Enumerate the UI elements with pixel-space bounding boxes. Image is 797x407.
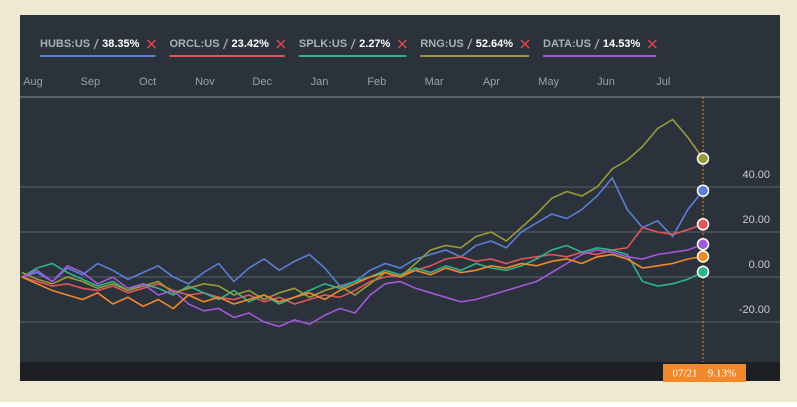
legend-value: 2.27% — [359, 38, 390, 50]
y-tick-label: -20.00 — [739, 304, 770, 316]
x-tick-label: Mar — [425, 76, 444, 88]
x-tick-label: Nov — [195, 76, 215, 88]
series-line — [21, 223, 704, 305]
legend-remove[interactable] — [276, 39, 286, 49]
series-line — [21, 253, 704, 310]
end-point — [696, 218, 710, 231]
legend-separator — [350, 38, 356, 50]
end-point — [696, 238, 710, 251]
legend-name[interactable]: RNG:US — [420, 38, 463, 50]
x-tick-label: May — [538, 76, 559, 88]
legend-remove[interactable] — [520, 39, 530, 49]
series-line — [21, 176, 704, 287]
x-tick-label: Jan — [311, 76, 329, 88]
x-tick-label: Dec — [252, 76, 272, 88]
end-date: 07/21 — [672, 368, 697, 380]
legend-separator — [93, 38, 99, 50]
legend-name[interactable]: SPLK:US — [299, 38, 347, 50]
end-point — [696, 184, 710, 197]
end-point — [696, 250, 710, 263]
x-tick-label: Sep — [81, 76, 101, 88]
y-tick-label: 0.00 — [749, 259, 770, 271]
date-badge — [663, 364, 746, 382]
legend-name[interactable]: ORCL:US — [169, 38, 219, 50]
legend-value: 38.35% — [102, 38, 140, 50]
legend-value: 23.42% — [232, 38, 270, 50]
series-line — [21, 118, 704, 301]
series-line — [21, 243, 704, 328]
legend-separator — [467, 38, 473, 50]
x-tick-label: Oct — [139, 76, 156, 88]
legend-separator — [222, 38, 229, 50]
legend-separator — [594, 38, 600, 50]
legend-remove[interactable] — [397, 39, 407, 49]
legend-name[interactable]: DATA:US — [543, 38, 591, 50]
series-line — [21, 244, 704, 305]
legend-remove[interactable] — [647, 39, 657, 49]
x-tick-label: Apr — [483, 76, 500, 88]
x-tick-label: Feb — [367, 76, 386, 88]
legend-remove[interactable] — [146, 39, 156, 49]
x-tick-label: Jul — [656, 76, 670, 88]
x-tick-label: Jun — [597, 76, 615, 88]
x-tick-label: Aug — [23, 76, 43, 88]
end-point — [696, 265, 710, 279]
end-point — [696, 152, 710, 165]
legend-name[interactable]: HUBS:US — [40, 38, 90, 50]
footer-strip — [20, 362, 780, 381]
end-value: 9.13% — [708, 368, 736, 380]
chart-panel — [20, 15, 780, 381]
legend-value: 14.53% — [603, 38, 641, 50]
y-tick-label: 40.00 — [742, 169, 770, 181]
y-tick-label: 20.00 — [742, 214, 770, 226]
legend-value: 52.64% — [476, 38, 514, 50]
